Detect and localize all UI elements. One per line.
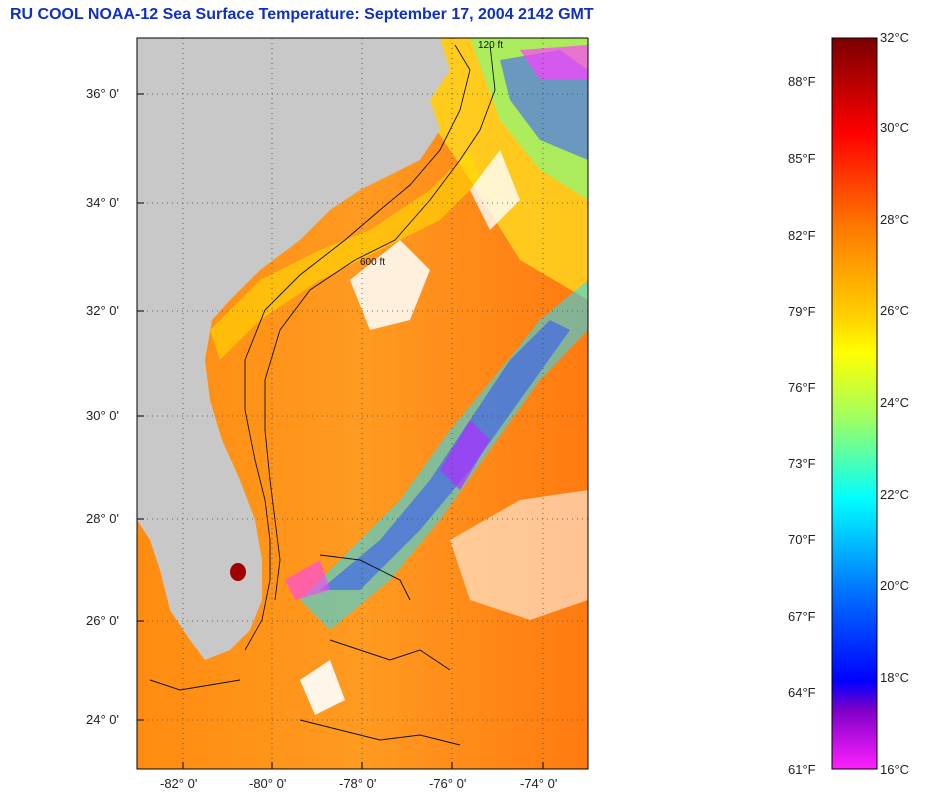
lake-okeechobee	[230, 563, 246, 581]
colorbar-f-label: 76°F	[788, 380, 816, 395]
colorbar-c-label: 30°C	[880, 120, 910, 135]
lat-label: 34° 0'	[86, 195, 119, 210]
colorbar-c-label: 24°C	[880, 395, 910, 410]
lon-label: -76° 0'	[429, 776, 467, 791]
colorbar-c-label: 22°C	[880, 487, 910, 502]
lat-label: 28° 0'	[86, 511, 119, 526]
lon-label: -80° 0'	[249, 776, 287, 791]
lat-label: 26° 0'	[86, 613, 119, 628]
colorbar-c-label: 28°C	[880, 212, 910, 227]
lat-label: 36° 0'	[86, 86, 119, 101]
colorbar-c-label: 20°C	[880, 578, 910, 593]
colorbar-c-label: 26°C	[880, 303, 910, 318]
colorbar-f-label: 82°F	[788, 228, 816, 243]
contour-label: 120 ft	[478, 40, 503, 51]
colorbar-c-label: 16°C	[880, 762, 910, 777]
colorbar-f-label: 61°F	[788, 762, 816, 777]
colorbar-f-label: 85°F	[788, 151, 816, 166]
colorbar-f-label: 64°F	[788, 685, 816, 700]
lon-label: -82° 0'	[160, 776, 198, 791]
colorbar	[831, 37, 878, 770]
colorbar-f-label: 67°F	[788, 609, 816, 624]
colorbar-f-label: 73°F	[788, 456, 816, 471]
lat-label: 32° 0'	[86, 303, 119, 318]
colorbar-c-label: 18°C	[880, 670, 910, 685]
colorbar-f-label: 79°F	[788, 304, 816, 319]
contour-label: 600 ft	[360, 257, 385, 268]
lon-label: -78° 0'	[339, 776, 377, 791]
lat-label: 24° 0'	[86, 712, 119, 727]
lon-label: -74° 0'	[520, 776, 558, 791]
lat-label: 30° 0'	[86, 408, 119, 423]
map-title: RU COOL NOAA-12 Sea Surface Temperature:…	[10, 6, 594, 23]
colorbar-f-label: 70°F	[788, 532, 816, 547]
sst-image	[137, 38, 588, 769]
colorbar-f-label: 88°F	[788, 74, 816, 89]
colorbar-c-label: 32°C	[880, 30, 910, 45]
